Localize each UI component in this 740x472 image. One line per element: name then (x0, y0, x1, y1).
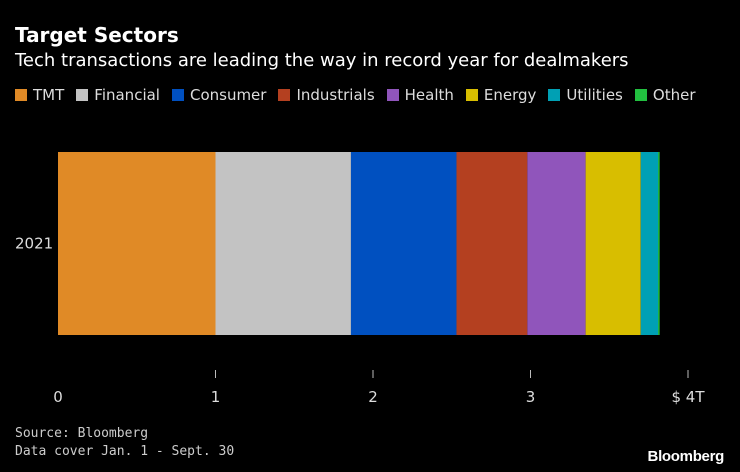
legend-item-other: Other (634, 86, 696, 104)
legend-label: TMT (33, 86, 65, 104)
legend: TMT Financial Consumer Industrials Health Ene… (15, 86, 707, 104)
legend-label: Energy (483, 86, 537, 104)
legend-item-industrials: Industrials (278, 86, 375, 104)
bar-segment-tmt (58, 152, 216, 335)
bloomberg-logo: Bloomberg (647, 448, 725, 465)
legend-label: Utilities (566, 86, 623, 104)
x-tick-label: 1 (211, 388, 221, 406)
legend-swatch (76, 89, 89, 101)
bar-segment-energy (585, 152, 641, 335)
bar-segment-health (527, 152, 586, 335)
legend-item-energy: Energy (465, 86, 537, 104)
bar-segment-financial (215, 152, 351, 335)
x-tick-label: 2 (368, 388, 378, 406)
legend-item-utilities: Utilities (548, 86, 623, 104)
legend-item-financial: Financial (76, 86, 160, 104)
bar-segment-utilities (640, 152, 659, 335)
x-tick-label: $ 4T (671, 388, 705, 406)
legend-swatch (548, 89, 561, 101)
bar-segment-consumer (350, 152, 457, 335)
bar-segment-industrials (456, 152, 528, 335)
legend-label: Financial (94, 86, 160, 104)
chart-subtitle: Tech transactions are leading the way in… (15, 50, 629, 71)
legend-label: Industrials (296, 86, 375, 104)
legend-swatch (386, 89, 399, 101)
legend-swatch (634, 89, 647, 101)
legend-item-consumer: Consumer (171, 86, 267, 104)
footer: Source: Bloomberg Data cover Jan. 1 - Se… (15, 425, 234, 461)
chart-title: Target Sectors (15, 23, 179, 47)
category-label: 2021 (15, 235, 53, 253)
data-note: Data cover Jan. 1 - Sept. 30 (15, 444, 235, 459)
legend-swatch (278, 89, 291, 101)
legend-swatch (15, 89, 27, 101)
bar-segment-other (658, 152, 660, 335)
x-tick-label: 3 (526, 388, 536, 406)
legend-label: Health (404, 86, 454, 104)
legend-item-tmt: TMT (15, 86, 64, 104)
source-note: Source: Bloomberg (15, 426, 149, 441)
x-tick-label: 0 (53, 388, 63, 406)
legend-label: Consumer (189, 86, 267, 104)
legend-swatch (171, 89, 184, 101)
legend-swatch (465, 89, 478, 101)
legend-label: Other (652, 86, 696, 104)
legend-item-health: Health (386, 86, 454, 104)
